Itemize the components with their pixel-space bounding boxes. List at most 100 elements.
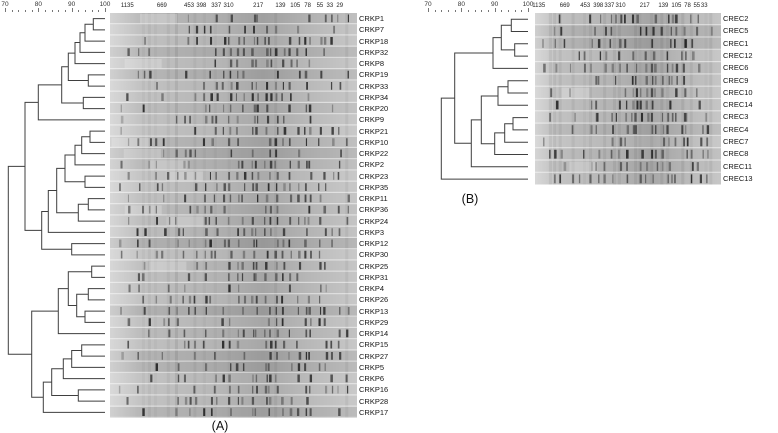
strain-label: CRKP13 bbox=[359, 306, 389, 316]
scale-tick-mark bbox=[428, 8, 429, 12]
scale-tick-label: 100 bbox=[99, 1, 111, 8]
gel-image-A bbox=[110, 13, 357, 418]
scale-tick-mark bbox=[105, 8, 106, 12]
scale-tick-mark bbox=[71, 8, 73, 12]
strain-label: CREC10 bbox=[723, 87, 753, 97]
dendrogram-branches bbox=[7, 18, 105, 413]
strain-label: CRKP11 bbox=[359, 194, 388, 203]
scale-tick-mark bbox=[468, 10, 469, 12]
marker-label: 217 bbox=[253, 3, 264, 9]
strain-label: CRKP17 bbox=[359, 407, 389, 417]
strain-label: CRKP27 bbox=[359, 351, 389, 361]
scale-tick-mark bbox=[448, 10, 449, 12]
strain-label: CRKP6 bbox=[359, 374, 385, 383]
strain-label: CRKP34 bbox=[359, 92, 389, 102]
scale-tick-label: 100 bbox=[522, 1, 534, 8]
strain-label: CRKP20 bbox=[359, 104, 389, 113]
strain-label: CRKP1 bbox=[359, 14, 385, 23]
scale-tick-mark bbox=[514, 10, 516, 12]
scale-tick-mark bbox=[11, 10, 13, 12]
strain-label: CRKP30 bbox=[359, 250, 389, 260]
strain-label: CREC2 bbox=[723, 14, 749, 23]
strain-label: CREC6 bbox=[723, 63, 749, 73]
strain-label: CRKP15 bbox=[359, 340, 389, 350]
panel-A: 70 80 90 100 1135 669 453 398 337 310 217 139 105 78 5… bbox=[1, 0, 389, 433]
marker-label: 1135 bbox=[120, 3, 134, 9]
marker-label: 105 bbox=[671, 3, 682, 9]
strain-label: CRKP7 bbox=[359, 25, 385, 35]
strain-label: CRKP21 bbox=[359, 126, 389, 136]
marker-label: 33 bbox=[700, 3, 708, 9]
strain-label: CRKP9 bbox=[359, 115, 385, 125]
marker-label: 217 bbox=[639, 3, 650, 9]
scale-tick-mark bbox=[85, 10, 86, 12]
molecular-weight-markers: 1135 669 453 398 337 310 217 139 105 78 55 33 bbox=[532, 0, 721, 12]
scale-tick-mark bbox=[441, 10, 443, 12]
strain-label: CRKP19 bbox=[359, 70, 389, 80]
scale-tick-mark bbox=[461, 8, 463, 12]
marker-label: 398 bbox=[196, 3, 207, 9]
strain-label: CRKP8 bbox=[359, 59, 385, 68]
strain-label: CRKP2 bbox=[359, 160, 385, 170]
scale-tick-mark bbox=[18, 10, 20, 12]
marker-label: 78 bbox=[684, 3, 691, 9]
strain-label: CRKP24 bbox=[359, 216, 389, 226]
strain-label: CRKP33 bbox=[359, 81, 389, 91]
marker-label: 669 bbox=[156, 3, 167, 9]
marker-label: 29 bbox=[336, 3, 344, 9]
strain-label: CRKP29 bbox=[359, 317, 389, 327]
marker-label: 310 bbox=[223, 3, 234, 9]
strain-label: CRKP23 bbox=[359, 171, 389, 181]
molecular-weight-markers: 1135 669 453 398 337 310 217 139 105 78 55 33 29 bbox=[110, 0, 357, 12]
strain-label: CREC4 bbox=[723, 124, 749, 134]
scale-tick-label: 90 bbox=[491, 1, 499, 8]
marker-label: 139 bbox=[275, 3, 286, 9]
strain-label: CREC3 bbox=[723, 112, 749, 122]
marker-label: 139 bbox=[658, 3, 669, 9]
marker-label: 55 bbox=[316, 3, 324, 9]
dendrogram-B bbox=[440, 18, 528, 180]
strain-label: CREC5 bbox=[723, 26, 749, 36]
marker-label: 78 bbox=[304, 3, 311, 9]
scale-tick-mark bbox=[508, 10, 509, 12]
similarity-scale: 70 80 90 100 bbox=[424, 1, 533, 12]
marker-label: 398 bbox=[593, 3, 604, 9]
scale-tick-mark bbox=[38, 8, 40, 12]
marker-label: 105 bbox=[290, 3, 301, 9]
strain-label: CRKP22 bbox=[359, 149, 389, 158]
marker-label: 669 bbox=[559, 3, 570, 9]
scale-tick-mark bbox=[521, 10, 523, 12]
scale-tick-mark bbox=[454, 10, 456, 12]
scale-tick-label: 70 bbox=[1, 1, 9, 8]
strain-label: CRKP36 bbox=[359, 205, 389, 215]
scale-tick-mark bbox=[488, 10, 489, 12]
marker-label: 453 bbox=[580, 3, 591, 9]
scale-tick-label: 90 bbox=[68, 1, 76, 8]
scale-tick-mark bbox=[78, 10, 80, 12]
scale-tick-mark bbox=[528, 8, 529, 12]
panel-caption-B: (B) bbox=[461, 192, 479, 206]
similarity-scale: 70 80 90 100 bbox=[1, 1, 110, 12]
scale-tick-mark bbox=[501, 10, 503, 12]
marker-label: 33 bbox=[326, 3, 334, 9]
strain-label: CRKP10 bbox=[359, 137, 389, 147]
strain-label: CRKP31 bbox=[359, 272, 389, 282]
strain-label: CRKP26 bbox=[359, 295, 389, 305]
strain-label: CRKP12 bbox=[359, 239, 389, 248]
scale-tick-label: 80 bbox=[457, 1, 465, 8]
strain-label: CREC1 bbox=[723, 38, 749, 48]
scale-tick-mark bbox=[5, 8, 6, 12]
marker-label: 1135 bbox=[532, 3, 546, 9]
strain-label: CREC7 bbox=[723, 137, 749, 146]
strain-label: CREC11 bbox=[723, 161, 753, 171]
scale-tick-mark bbox=[494, 8, 496, 12]
strain-label: CRKP32 bbox=[359, 47, 389, 57]
scale-tick-mark bbox=[31, 10, 33, 12]
strain-label: CRKP5 bbox=[359, 362, 385, 372]
panel-B: 70 80 90 100 1135 669 453 398 337 310 217 139 105 78 5… bbox=[424, 0, 778, 433]
scale-tick-mark bbox=[58, 10, 60, 12]
scale-tick-label: 70 bbox=[424, 1, 432, 8]
strain-label: CREC8 bbox=[723, 149, 749, 159]
scale-tick-mark bbox=[45, 10, 46, 12]
strain-label: CRKP16 bbox=[359, 385, 389, 395]
